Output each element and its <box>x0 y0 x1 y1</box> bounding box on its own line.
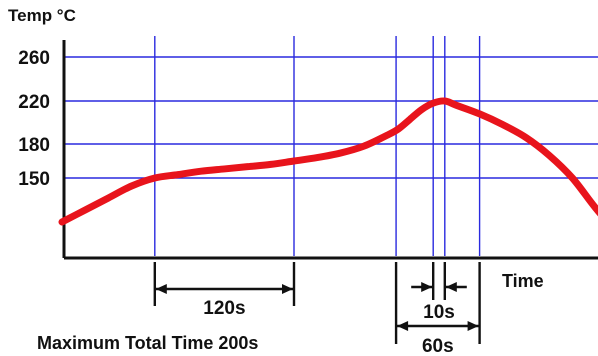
arrow-in-right-10s <box>445 282 457 292</box>
time-annotations: 120s 10s 60s <box>153 262 481 356</box>
y-tick-label-260: 260 <box>18 48 50 69</box>
annotation-label-120s: 120s <box>203 298 245 319</box>
annotation-label-60s: 60s <box>422 336 454 356</box>
arrow-in-left-10s <box>421 282 433 292</box>
arrow-left-60s <box>397 321 409 331</box>
arrow-right-60s <box>467 321 479 331</box>
y-axis-label: Temp °C <box>8 6 76 25</box>
vertical-markers <box>154 36 481 256</box>
axes <box>62 40 598 260</box>
y-tick-label-150: 150 <box>18 169 50 190</box>
max-total-time-caption: Maximum Total Time 200s <box>37 333 258 353</box>
y-tick-labels: 150 180 220 260 <box>18 48 50 190</box>
arrow-right-120s <box>282 284 293 294</box>
horizontal-gridlines <box>64 56 598 179</box>
arrow-left-120s <box>155 284 167 294</box>
temperature-curve <box>58 97 598 226</box>
x-axis-label: Time <box>502 271 544 291</box>
annotation-label-10s: 10s <box>423 302 455 323</box>
y-tick-label-220: 220 <box>18 92 50 113</box>
y-tick-label-180: 180 <box>18 135 50 156</box>
